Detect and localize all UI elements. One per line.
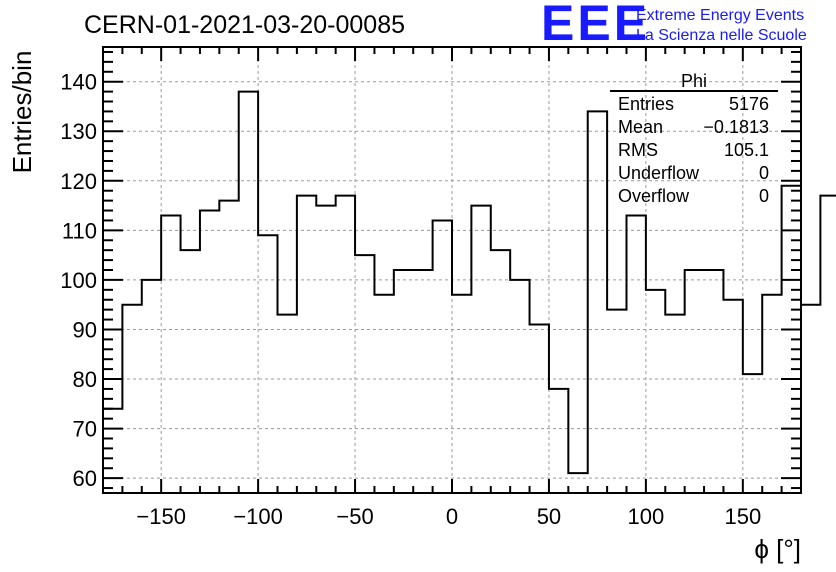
x-tick-label: −100 [233, 504, 283, 529]
chart-title: CERN-01-2021-03-20-00085 [84, 11, 405, 39]
stats-row-label: Overflow [618, 186, 690, 206]
stats-row-value: −0.1813 [703, 117, 769, 137]
stats-row-value: 105.1 [724, 140, 769, 160]
y-tick-label: 70 [73, 417, 97, 442]
y-tick-label: 120 [60, 169, 97, 194]
eee-logo-line1: Extreme Energy Events [636, 7, 804, 24]
y-tick-label: 80 [73, 367, 97, 392]
y-tick-label: 140 [60, 70, 97, 95]
stats-row-label: Mean [618, 117, 663, 137]
y-tick-labels: 60 70 80 90 100 110 120 130 140 [60, 70, 97, 491]
y-axis-label: Entries/bin [7, 51, 37, 174]
stats-row-value: 0 [759, 163, 769, 183]
stats-rows: Entries 5176 Mean −0.1813 RMS 105.1 Underflow 0… [618, 94, 769, 206]
stats-box: Phi Entries 5176 Mean −0.1813 RMS 105.1 Underf… [610, 71, 778, 206]
x-tick-label: −50 [336, 504, 373, 529]
y-tick-label: 60 [73, 466, 97, 491]
stats-row-label: RMS [618, 140, 658, 160]
x-tick-label: 150 [724, 504, 761, 529]
histogram-series [103, 90, 836, 475]
y-tick-label: 130 [60, 119, 97, 144]
stats-row-value: 0 [759, 186, 769, 206]
stats-box-title: Phi [681, 71, 707, 91]
x-tick-label: −150 [136, 504, 186, 529]
y-tick-label: 100 [60, 268, 97, 293]
axis-ticks [102, 47, 802, 493]
eee-logo: EEE Extreme Energy Events La Scienza nel… [541, 0, 807, 51]
stats-row-label: Entries [618, 94, 674, 114]
eee-logo-line2: La Scienza nelle Scuole [636, 27, 807, 44]
y-tick-label: 90 [73, 317, 97, 342]
stats-row-label: Underflow [618, 163, 700, 183]
x-tick-label: 100 [628, 504, 665, 529]
x-axis-label: ϕ [°] [754, 534, 801, 564]
eee-logo-mark: EEE [541, 0, 650, 51]
y-tick-label: 110 [62, 218, 97, 243]
x-tick-label: 0 [446, 504, 458, 529]
stats-row-value: 5176 [729, 94, 769, 114]
x-tick-labels: −150 −100 −50 0 50 100 150 [136, 504, 761, 529]
x-tick-label: 50 [537, 504, 561, 529]
